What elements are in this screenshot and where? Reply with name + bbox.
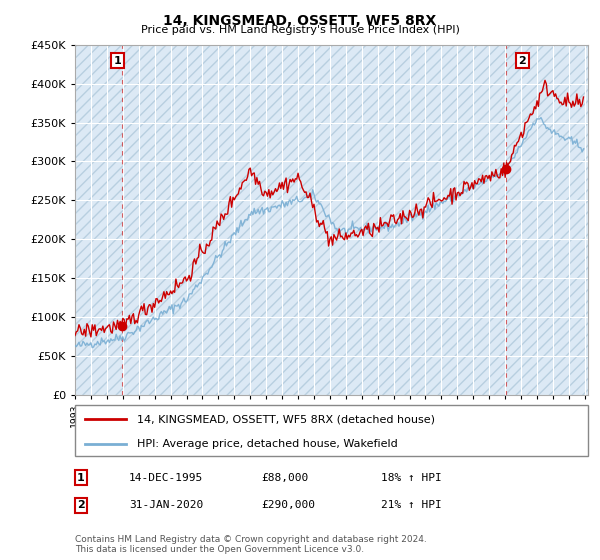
Text: HPI: Average price, detached house, Wakefield: HPI: Average price, detached house, Wake… [137,438,397,449]
Text: Contains HM Land Registry data © Crown copyright and database right 2024.
This d: Contains HM Land Registry data © Crown c… [75,535,427,554]
Text: 31-JAN-2020: 31-JAN-2020 [129,500,203,510]
Text: £88,000: £88,000 [261,473,308,483]
Text: 2: 2 [77,500,85,510]
FancyBboxPatch shape [75,405,588,456]
Text: 18% ↑ HPI: 18% ↑ HPI [381,473,442,483]
Text: 2: 2 [518,55,526,66]
Text: 14, KINGSMEAD, OSSETT, WF5 8RX: 14, KINGSMEAD, OSSETT, WF5 8RX [163,14,437,28]
Text: £290,000: £290,000 [261,500,315,510]
Text: Price paid vs. HM Land Registry's House Price Index (HPI): Price paid vs. HM Land Registry's House … [140,25,460,35]
Text: 1: 1 [113,55,121,66]
Text: 1: 1 [77,473,85,483]
Text: 14, KINGSMEAD, OSSETT, WF5 8RX (detached house): 14, KINGSMEAD, OSSETT, WF5 8RX (detached… [137,414,434,424]
Text: 21% ↑ HPI: 21% ↑ HPI [381,500,442,510]
Text: 14-DEC-1995: 14-DEC-1995 [129,473,203,483]
